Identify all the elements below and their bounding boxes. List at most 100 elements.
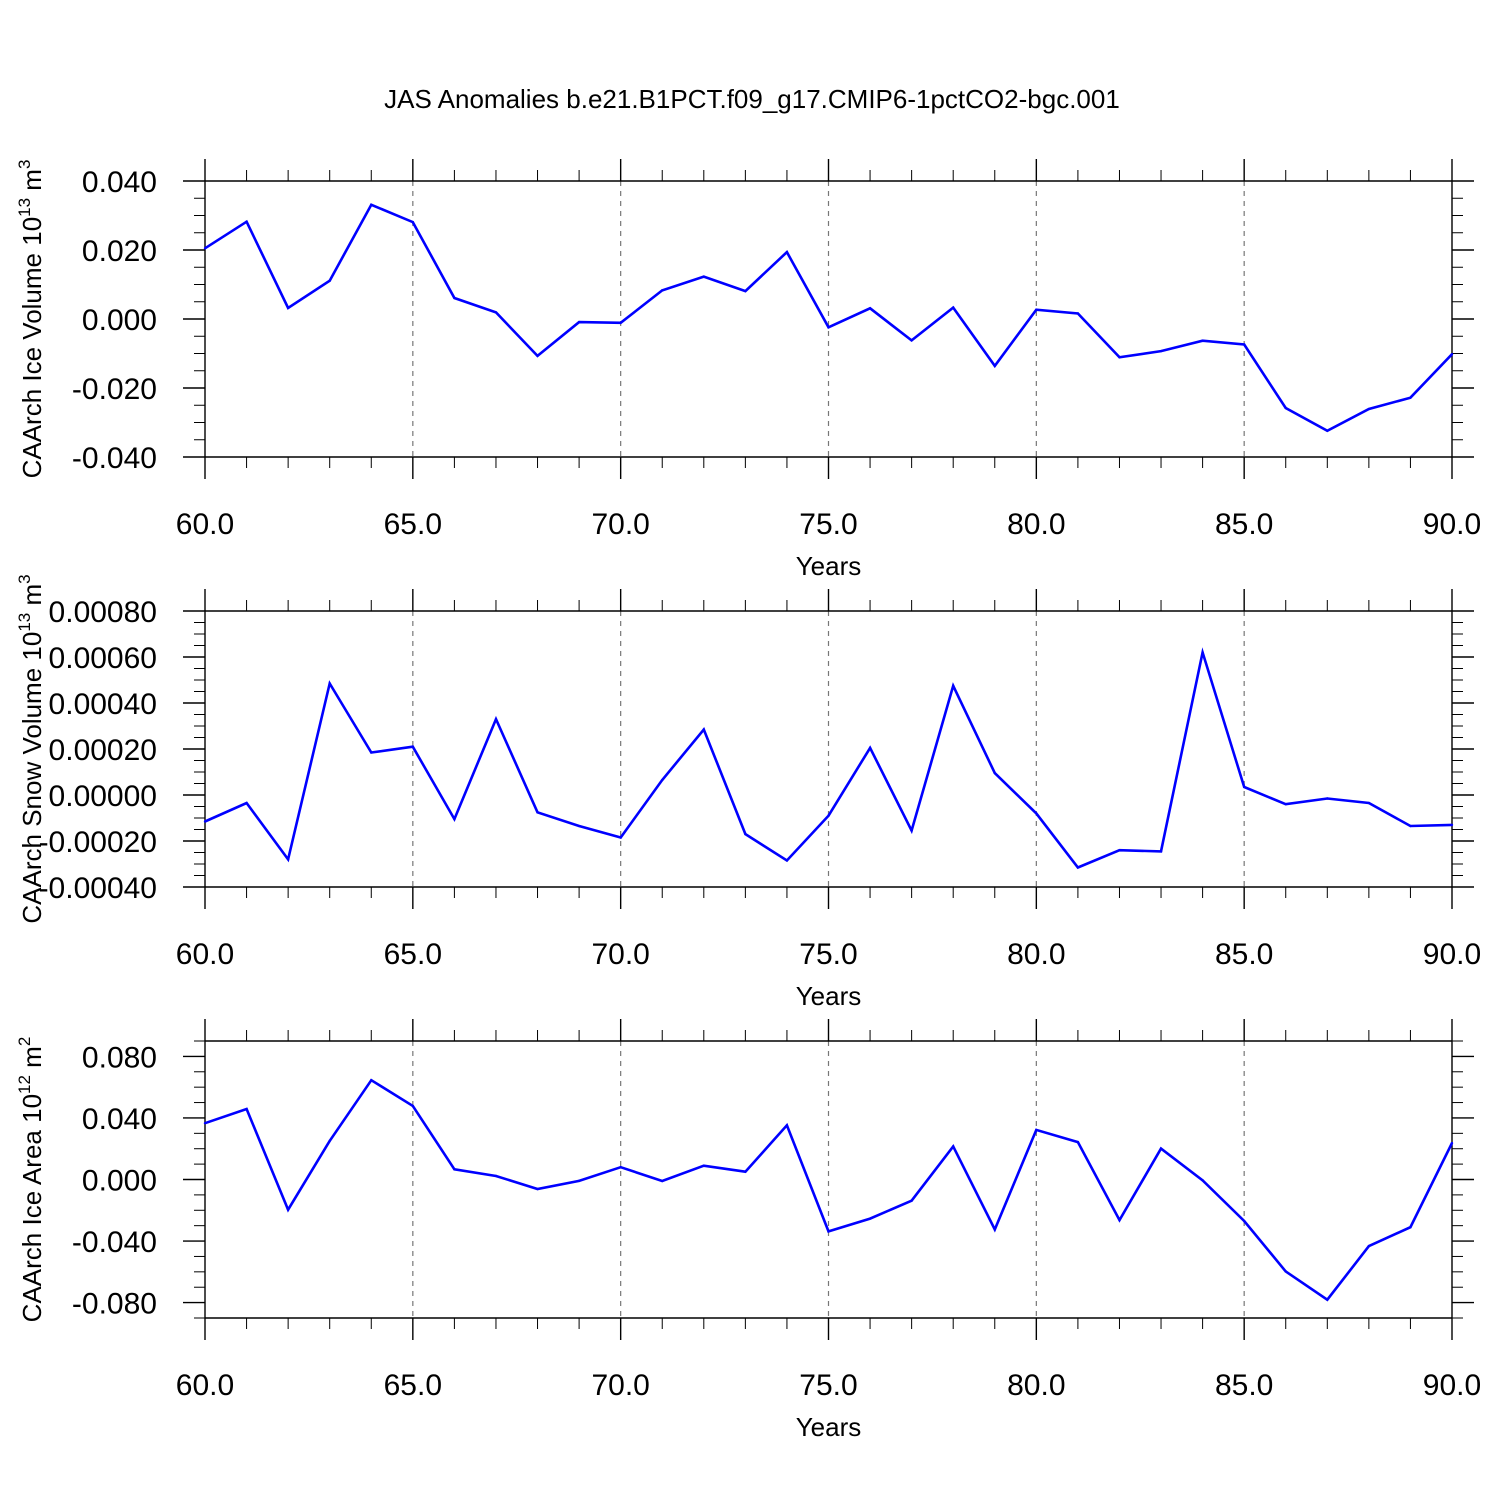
data-point	[494, 311, 498, 314]
data-point	[1035, 1128, 1038, 1132]
data-point	[370, 203, 373, 207]
data-point	[370, 751, 373, 754]
data-point	[744, 832, 747, 836]
y-tick-label: 0.040	[82, 1103, 157, 1136]
x-tick-label: 60.0	[176, 1369, 234, 1402]
data-point	[1367, 407, 1371, 411]
y-tick-label: -0.080	[72, 1288, 157, 1321]
data-point	[1367, 801, 1371, 805]
x-tick-label: 75.0	[799, 508, 857, 541]
y-tick-label: 0.040	[82, 166, 157, 199]
x-axis-label: Years	[796, 551, 862, 581]
x-tick-label: 75.0	[799, 938, 857, 971]
data-point	[245, 220, 248, 223]
data-point	[702, 275, 705, 278]
data-point	[1118, 849, 1121, 852]
y-axis-label-ylabel-unit-exp: 2	[15, 1037, 34, 1046]
data-point	[1450, 1141, 1454, 1145]
data-point	[1284, 1270, 1287, 1273]
data-point	[619, 836, 622, 839]
y-tick-label: 0.000	[82, 304, 157, 337]
data-point	[868, 1217, 872, 1220]
data-point	[245, 801, 248, 805]
data-point	[952, 1145, 955, 1148]
data-point	[370, 1079, 373, 1082]
data-point	[536, 1187, 539, 1191]
x-tick-label: 60.0	[176, 508, 234, 541]
x-tick-label: 80.0	[1007, 1369, 1065, 1402]
data-point	[1159, 1147, 1163, 1150]
data-point	[1201, 339, 1204, 342]
y-tick-label: 0.00060	[49, 642, 157, 675]
data-point	[328, 682, 331, 685]
x-tick-label: 85.0	[1215, 508, 1273, 541]
data-point	[328, 1139, 331, 1143]
x-tick-label: 85.0	[1215, 938, 1273, 971]
data-point	[577, 824, 581, 828]
y-axis-label-ylabel-unit-exp: 3	[15, 574, 34, 583]
y-axis-label-ylabel: CAArch Snow Volume 10	[17, 632, 47, 924]
data-point	[993, 771, 996, 775]
data-point	[1326, 797, 1329, 800]
data-point	[411, 1104, 415, 1108]
data-point	[702, 728, 705, 731]
x-tick-label: 80.0	[1007, 508, 1065, 541]
data-point	[910, 1199, 913, 1202]
data-point	[1035, 812, 1038, 815]
data-point	[411, 745, 415, 748]
data-point	[411, 220, 415, 224]
y-axis-label-ylabel-exp: 13	[15, 198, 34, 217]
data-point	[1242, 785, 1246, 789]
y-axis-label-ylabel-exp: 13	[15, 613, 34, 632]
data-point	[868, 307, 872, 310]
data-point	[536, 811, 539, 814]
data-point	[1326, 429, 1329, 432]
data-point	[1284, 803, 1287, 806]
x-axis-label: Years	[796, 981, 862, 1011]
x-tick-label: 90.0	[1423, 1369, 1481, 1402]
x-tick-label: 80.0	[1007, 938, 1065, 971]
data-point	[993, 1228, 996, 1231]
x-tick-label: 60.0	[176, 938, 234, 971]
data-point	[1284, 406, 1287, 410]
y-tick-label: -0.00040	[39, 872, 157, 905]
y-axis-label-ylabel-exp: 12	[15, 1075, 34, 1094]
data-point	[1159, 349, 1163, 353]
data-point	[1076, 866, 1080, 869]
y-tick-label: 0.00020	[49, 734, 157, 767]
y-tick-label: 0.020	[82, 235, 157, 268]
y-tick-label: -0.020	[72, 373, 157, 406]
y-tick-label: 0.00080	[49, 596, 157, 629]
data-point	[1118, 356, 1121, 359]
figure-title: JAS Anomalies b.e21.B1PCT.f09_g17.CMIP6-…	[384, 84, 1120, 114]
data-point	[536, 354, 539, 358]
data-point	[952, 684, 955, 687]
data-point	[453, 1168, 456, 1171]
data-point	[286, 306, 290, 310]
data-point	[1201, 1179, 1204, 1182]
data-point	[910, 829, 913, 832]
y-axis-label-ylabel-unit: m	[17, 169, 47, 198]
data-point	[1242, 1219, 1246, 1223]
x-tick-label: 90.0	[1423, 508, 1481, 541]
data-point	[1118, 1218, 1121, 1222]
x-tick-label: 70.0	[591, 1369, 649, 1402]
data-point	[245, 1107, 248, 1111]
data-point	[1159, 850, 1163, 853]
y-axis-label-ylabel: CAArch Ice Volume 10	[17, 217, 47, 479]
data-point	[286, 1208, 290, 1211]
data-point	[910, 339, 913, 342]
data-point	[827, 326, 830, 329]
data-point	[1326, 1298, 1329, 1301]
y-tick-label: 0.00000	[49, 780, 157, 813]
data-point	[1409, 396, 1412, 399]
y-tick-label: -0.040	[72, 1226, 157, 1259]
data-point	[785, 250, 789, 254]
data-point	[203, 247, 207, 250]
data-point	[494, 717, 498, 721]
panel-3: 60.0 65.0 70.0 75.0 80.0 85.0 90.0 -0.080 -0.040…	[15, 1019, 1481, 1442]
data-point	[1367, 1244, 1371, 1248]
data-point	[785, 1124, 789, 1127]
x-tick-label: 65.0	[384, 1369, 442, 1402]
